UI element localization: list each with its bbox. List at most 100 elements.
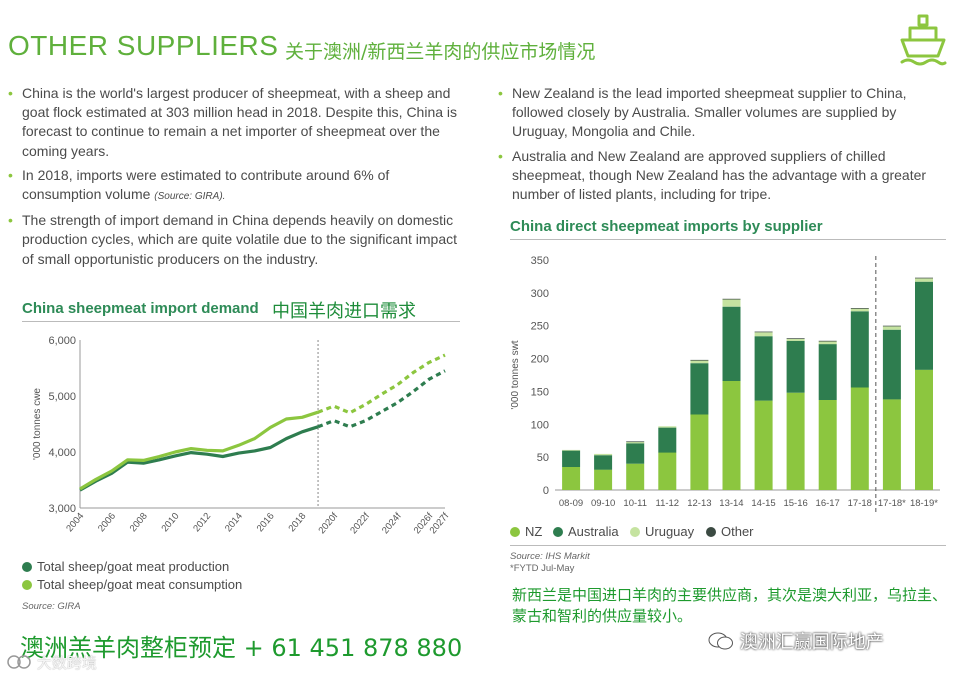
- legend-swatch: [22, 580, 32, 590]
- y-tick-label: 4,000: [48, 447, 76, 459]
- bar-segment-other: [818, 340, 837, 342]
- bar-segment-uruguay: [915, 278, 933, 282]
- legend-consumption: Total sheep/goat meat consumption: [22, 577, 242, 592]
- bar-segment-australia: [658, 427, 677, 453]
- bullet-icon: •: [8, 85, 13, 101]
- bar-segment-australia: [786, 340, 805, 393]
- legend-production: Total sheep/goat meat production: [22, 559, 229, 574]
- x-tick-label: 09-10: [591, 498, 615, 509]
- bar-segment-australia: [562, 450, 581, 467]
- ship-icon: [900, 14, 947, 66]
- legend-swatch: [630, 527, 640, 537]
- legend-swatch: [706, 527, 716, 537]
- list-item: • In 2018, imports were estimated to cont…: [8, 166, 390, 203]
- y-tick-label: 350: [531, 255, 549, 267]
- bar-segment-uruguay: [850, 308, 869, 312]
- bar-chart-rule: [510, 239, 946, 240]
- series-line-actual: [79, 425, 319, 492]
- bullet-icon: •: [498, 85, 503, 101]
- x-tick-label: 14-15: [751, 498, 775, 509]
- left-bullet-list: • China is the world's largest producer o…: [6, 84, 461, 274]
- line-chart-rule: [22, 321, 460, 322]
- bar-segment-nz: [850, 387, 869, 490]
- bar-segment-uruguay: [754, 332, 773, 337]
- y-tick-label: 3,000: [48, 503, 76, 515]
- legend-other: Other: [706, 524, 754, 539]
- list-item: • China is the world's largest producer o…: [8, 85, 458, 159]
- bar-segment-uruguay: [562, 449, 581, 451]
- bar-segment-australia: [818, 344, 837, 400]
- bar-segment-nz: [915, 369, 933, 490]
- bar-segment-other: [626, 441, 645, 443]
- wechat-icon: [708, 631, 734, 651]
- page-title-cn: 关于澳洲/新西兰羊肉的供应市场情况: [285, 41, 596, 63]
- y-tick-label: 100: [531, 419, 549, 431]
- legend-swatch: [553, 527, 563, 537]
- bar-segment-other: [754, 331, 773, 333]
- chinese-summary-note: 新西兰是中国进口羊肉的主要供应商，其次是澳大利亚，乌拉圭、蒙古和智利的供应量较小…: [512, 586, 948, 625]
- y-tick-label: 250: [531, 321, 549, 333]
- series-line-forecast: [317, 353, 446, 415]
- bar-segment-other: [915, 277, 933, 279]
- bar-chart-source: Source: IHS Markit: [510, 551, 590, 562]
- y-tick-label: 6,000: [48, 335, 76, 347]
- right-bullet-list: • New Zealand is the lead imported sheepm…: [496, 84, 946, 209]
- bar-segment-nz: [818, 400, 837, 490]
- watermark-bottom-right: 澳洲汇赢国际地产: [708, 628, 884, 654]
- x-tick-label: 08-09: [559, 498, 583, 509]
- x-tick-label: 10-11: [623, 498, 647, 509]
- x-tick-label: 2016: [255, 511, 277, 534]
- legend-nz: NZ: [510, 524, 542, 539]
- bar-segment-australia: [754, 336, 773, 401]
- series-line-forecast: [317, 369, 446, 429]
- x-tick-label: 2006: [96, 511, 118, 534]
- legend-swatch: [22, 562, 32, 572]
- x-tick-label: 2014: [223, 511, 245, 534]
- y-tick-label: 200: [531, 354, 549, 366]
- y-axis-label: '000 tonnes cwe: [32, 388, 43, 460]
- x-tick-label: 2012: [191, 511, 213, 534]
- bar-chart: 0 50 100 150 200 250 300 350 '000 tonnes swt 08-0…: [510, 255, 940, 514]
- bar-segment-nz: [562, 467, 581, 490]
- bar-segment-nz: [882, 399, 901, 490]
- bar-segment-uruguay: [786, 338, 805, 341]
- promo-phone-text: 澳洲羔羊肉整柜预定 + 61 451 878 880: [20, 634, 463, 662]
- y-tick-label: 0: [543, 485, 549, 497]
- y-tick-label: 300: [531, 288, 549, 300]
- bar-segment-uruguay: [626, 442, 645, 444]
- bar-segment-nz: [626, 463, 645, 490]
- bar-segment-nz: [658, 452, 677, 490]
- x-tick-label: 2018: [286, 511, 308, 534]
- bar-segment-australia: [915, 281, 933, 370]
- x-tick-label: 2008: [128, 511, 150, 534]
- bar-chart-rule-bottom: [510, 545, 946, 546]
- bar-segment-uruguay: [882, 326, 901, 330]
- line-chart-title-cn: 中国羊肉进口需求: [272, 301, 416, 322]
- legend-swatch: [510, 527, 520, 537]
- bar-segment-nz: [722, 380, 741, 490]
- bar-segment-australia: [594, 455, 613, 470]
- x-tick-label: 2010: [160, 511, 182, 534]
- bar-segment-australia: [850, 311, 869, 388]
- bar-segment-australia: [882, 329, 901, 400]
- bar-segment-uruguay: [818, 341, 837, 345]
- bar-segment-australia: [626, 443, 645, 464]
- bar-chart-title: China direct sheepmeat imports by suppli…: [510, 218, 823, 235]
- bar-segment-uruguay: [658, 426, 677, 428]
- y-axis-label: '000 tonnes swt: [510, 340, 521, 409]
- bar-chart-footnote: *FYTD Jul-May: [510, 563, 575, 574]
- legend-uruguay: Uruguay: [630, 524, 694, 539]
- watermark-logo-icon: [6, 654, 32, 670]
- bar-segment-other: [850, 308, 869, 309]
- x-tick-label: 13-14: [719, 498, 743, 509]
- x-tick-label: 12-13: [687, 498, 711, 509]
- list-item: • The strength of import demand in China …: [8, 212, 458, 267]
- list-item: • Australia and New Zealand are approved …: [498, 147, 927, 203]
- bar-segment-other: [722, 298, 741, 300]
- bar-segment-nz: [690, 414, 709, 490]
- page-title: OTHER SUPPLIERS: [8, 30, 279, 61]
- bar-segment-nz: [786, 392, 805, 490]
- x-tick-label: 2024f: [380, 511, 404, 537]
- x-tick-label: 2022f: [348, 511, 372, 537]
